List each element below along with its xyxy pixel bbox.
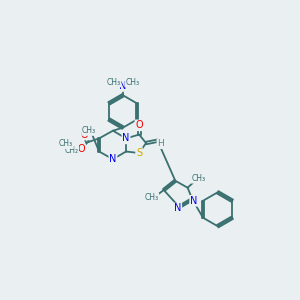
Text: CH₃: CH₃: [106, 78, 121, 87]
Text: N: N: [109, 154, 117, 164]
Text: N: N: [190, 196, 197, 206]
Text: O: O: [81, 130, 88, 140]
Text: O: O: [135, 120, 143, 130]
Text: CH₃: CH₃: [144, 193, 158, 202]
Text: N: N: [174, 203, 181, 214]
Text: CH₃: CH₃: [125, 78, 139, 87]
Text: CH₃: CH₃: [59, 139, 73, 148]
Text: CH₃: CH₃: [191, 174, 206, 183]
Text: N: N: [119, 81, 127, 91]
Text: S: S: [136, 148, 142, 158]
Text: CH₃: CH₃: [82, 126, 96, 135]
Text: O: O: [78, 144, 85, 154]
Text: H: H: [157, 139, 164, 148]
Text: CH₂: CH₂: [64, 146, 78, 155]
Text: N: N: [122, 134, 130, 143]
